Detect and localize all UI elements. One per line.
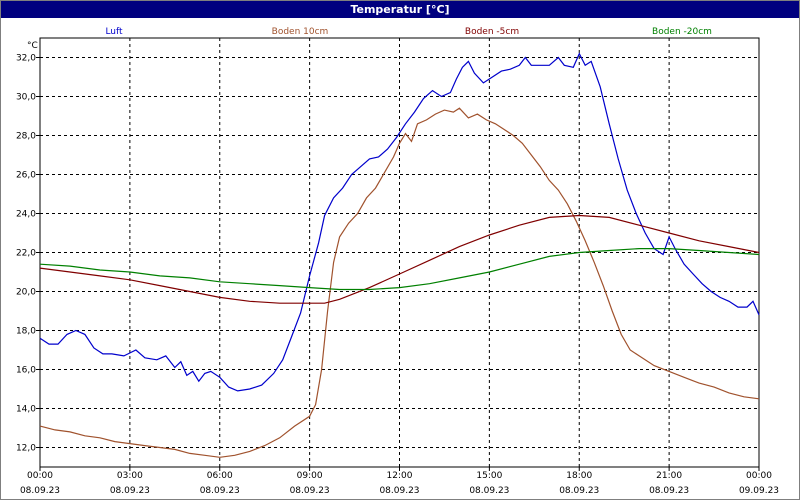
y-tick-label: 32,0 xyxy=(16,54,36,64)
grid-lines xyxy=(40,38,759,467)
y-tick-label: 18,0 xyxy=(16,327,36,337)
series-line xyxy=(39,107,760,458)
y-axis: 12,0 14,0 16,0 18,0 20,0 22,0 24,0 26,0 28,0 30,0… xyxy=(16,54,40,454)
x-tick-time: 00:00 xyxy=(746,471,772,481)
series-line xyxy=(39,248,760,291)
y-tick-label: 14,0 xyxy=(16,405,36,415)
legend-item: Boden 10cm xyxy=(272,27,329,37)
x-tick-date: 08.09.23 xyxy=(379,486,419,496)
x-tick-date: 09.09.23 xyxy=(739,486,779,496)
y-tick-label: 12,0 xyxy=(16,444,36,454)
y-tick-label: 24,0 xyxy=(16,210,36,220)
legend-item: Boden -5cm xyxy=(465,27,519,37)
x-tick-date: 08.09.23 xyxy=(290,486,330,496)
y-tick-label: 26,0 xyxy=(16,171,36,181)
x-tick-time: 00:00 xyxy=(27,471,53,481)
series-line xyxy=(39,52,760,392)
y-tick-label: 30,0 xyxy=(16,93,36,103)
x-tick-time: 18:00 xyxy=(566,471,592,481)
x-tick-time: 15:00 xyxy=(476,471,502,481)
y-axis-unit: °C xyxy=(27,41,38,51)
legend-item: Boden -20cm xyxy=(652,27,712,37)
legend-item: Luft xyxy=(105,27,123,37)
y-tick-label: 20,0 xyxy=(16,288,36,298)
y-tick-label: 22,0 xyxy=(16,249,36,259)
series-line xyxy=(39,214,760,304)
x-tick-time: 09:00 xyxy=(297,471,323,481)
x-tick-date: 08.09.23 xyxy=(649,486,689,496)
x-tick-date: 08.09.23 xyxy=(559,486,599,496)
plot-area xyxy=(39,37,760,468)
series-lines xyxy=(39,52,760,458)
x-tick-time: 21:00 xyxy=(656,471,682,481)
x-tick-time: 06:00 xyxy=(207,471,233,481)
x-tick-time: 12:00 xyxy=(387,471,413,481)
x-tick-date: 08.09.23 xyxy=(20,486,60,496)
x-tick-date: 08.09.23 xyxy=(200,486,240,496)
x-axis: 00:00 08.09.23 03:00 08.09.23 06:00 08.09.23 0… xyxy=(20,467,779,496)
x-tick-time: 03:00 xyxy=(117,471,143,481)
chart-title: Temperatur [°C] xyxy=(1,1,799,18)
legend: Luft Boden 10cm Boden -5cm Boden -20cm xyxy=(105,27,712,37)
y-tick-label: 16,0 xyxy=(16,366,36,376)
x-tick-date: 08.09.23 xyxy=(469,486,509,496)
y-tick-label: 28,0 xyxy=(16,132,36,142)
x-tick-date: 08.09.23 xyxy=(110,486,150,496)
